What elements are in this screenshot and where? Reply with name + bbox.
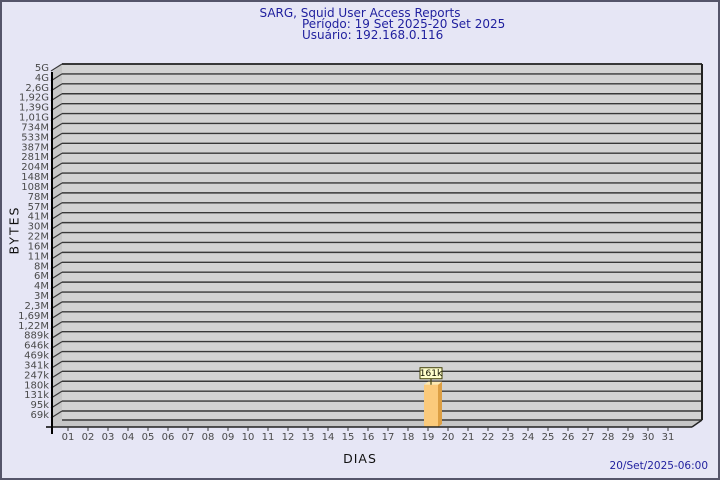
report-user: Usuário: 192.168.0.116 (302, 28, 444, 42)
x-tick-label: 21 (462, 432, 475, 443)
x-tick-label: 22 (482, 432, 495, 443)
y-tick-label: 148M (21, 172, 49, 183)
x-tick-label: 18 (402, 432, 415, 443)
bar-value-callout (419, 367, 443, 380)
x-tick-label: 01 (62, 432, 75, 443)
y-tick-label: 3M (34, 291, 49, 302)
y-tick-label: 8M (34, 261, 49, 272)
x-tick-label: 16 (362, 432, 375, 443)
x-tick-label: 10 (242, 432, 255, 443)
x-tick-label: 31 (662, 432, 675, 443)
y-tick-label: 108M (21, 182, 49, 193)
y-tick-label: 2,6G (25, 83, 49, 94)
y-tick-label: 1,69M (18, 311, 49, 322)
y-tick-label: 247k (24, 370, 49, 381)
y-tick-label: 533M (21, 132, 49, 143)
x-axis-title: DIAS (343, 451, 377, 466)
y-tick-label: 734M (21, 122, 49, 133)
bar-value-label: 161k (420, 369, 443, 379)
y-tick-label: 131k (24, 390, 49, 401)
y-tick-label: 95k (30, 400, 49, 411)
x-tick-label: 05 (142, 432, 155, 443)
x-tick-label: 09 (222, 432, 235, 443)
y-tick-label: 469k (24, 351, 49, 362)
bar-top-face (424, 381, 442, 385)
y-tick-label: 6M (34, 271, 49, 282)
x-tick-label: 26 (562, 432, 575, 443)
x-tick-label: 29 (622, 432, 635, 443)
bar-day-19 (424, 384, 438, 427)
y-tick-label: 1,39G (19, 103, 49, 114)
y-tick-label: 2,3M (24, 301, 49, 312)
y-tick-label: 30M (28, 222, 49, 233)
x-tick-label: 20 (442, 432, 455, 443)
y-tick-label: 387M (21, 142, 49, 153)
bar-side-face (438, 381, 442, 427)
y-tick-label: 341k (24, 360, 49, 371)
y-tick-label: 22M (28, 232, 49, 243)
y-tick-label: 1,01G (19, 113, 49, 124)
y-tick-label: 78M (28, 192, 49, 203)
y-tick-label: 69k (30, 410, 49, 421)
y-tick-label: 281M (21, 152, 49, 163)
x-tick-label: 14 (322, 432, 335, 443)
x-tick-label: 12 (282, 432, 295, 443)
y-tick-label: 4G (35, 73, 49, 84)
x-tick-label: 08 (202, 432, 215, 443)
y-tick-label: 4M (34, 281, 49, 292)
x-tick-label: 17 (382, 432, 395, 443)
y-tick-label: 57M (28, 202, 49, 213)
y-tick-label: 1,92G (19, 93, 49, 104)
x-tick-label: 11 (262, 432, 275, 443)
x-tick-label: 23 (502, 432, 515, 443)
report-title: SARG, Squid User Access Reports (259, 6, 461, 20)
y-tick-label: 180k (24, 380, 49, 391)
x-tick-label: 28 (602, 432, 615, 443)
x-tick-label: 19 (422, 432, 435, 443)
chart-floor (52, 420, 702, 427)
x-tick-label: 15 (342, 432, 355, 443)
report-timestamp: 20/Set/2025-06:00 (609, 460, 708, 472)
y-tick-label: 1,22M (18, 321, 49, 332)
y-tick-label: 41M (28, 212, 49, 223)
y-tick-label: 204M (21, 162, 49, 173)
x-tick-label: 06 (162, 432, 175, 443)
y-tick-label: 16M (28, 241, 49, 252)
y-tick-label: 646k (24, 341, 49, 352)
x-tick-label: 30 (642, 432, 655, 443)
floor-right-edge (691, 419, 703, 428)
y-axis-title: BYTES (6, 205, 22, 255)
x-tick-label: 02 (82, 432, 95, 443)
x-tick-label: 24 (522, 432, 535, 443)
x-tick-label: 27 (582, 432, 595, 443)
x-tick-label: 13 (302, 432, 315, 443)
y-tick (50, 63, 63, 72)
y-tick-label: 11M (28, 251, 49, 262)
report-period: Período: 19 Set 2025-20 Set 2025 (302, 17, 506, 31)
y-tick-label: 5G (35, 63, 49, 74)
y-tick-label: 889k (24, 331, 49, 342)
x-tick-label: 04 (122, 432, 135, 443)
x-tick-label: 25 (542, 432, 555, 443)
x-tick-label: 07 (182, 432, 195, 443)
x-tick-label: 03 (102, 432, 115, 443)
